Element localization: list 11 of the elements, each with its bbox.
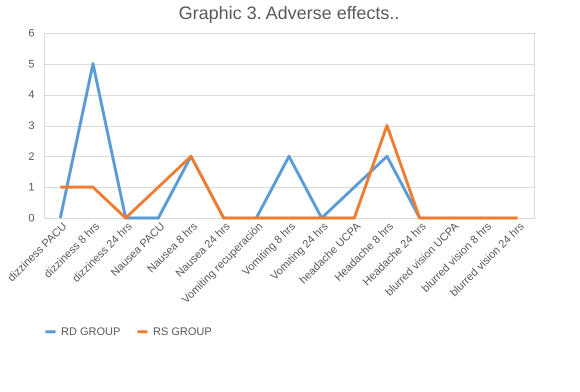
legend-label: RD GROUP bbox=[61, 326, 120, 338]
line-series bbox=[58, 124, 520, 220]
y-tick-label: 4 bbox=[28, 89, 34, 102]
y-tick-label: 2 bbox=[28, 150, 34, 163]
chart-title: Graphic 3. Adverse effects.. bbox=[178, 3, 400, 23]
y-tick-label: 6 bbox=[28, 28, 34, 40]
y-tick-label: 5 bbox=[28, 58, 34, 70]
y-tick-label: 1 bbox=[28, 182, 34, 194]
y-tick-label: 0 bbox=[28, 212, 34, 224]
y-tick-label: 3 bbox=[28, 120, 34, 132]
legend-label: RS GROUP bbox=[153, 326, 212, 338]
